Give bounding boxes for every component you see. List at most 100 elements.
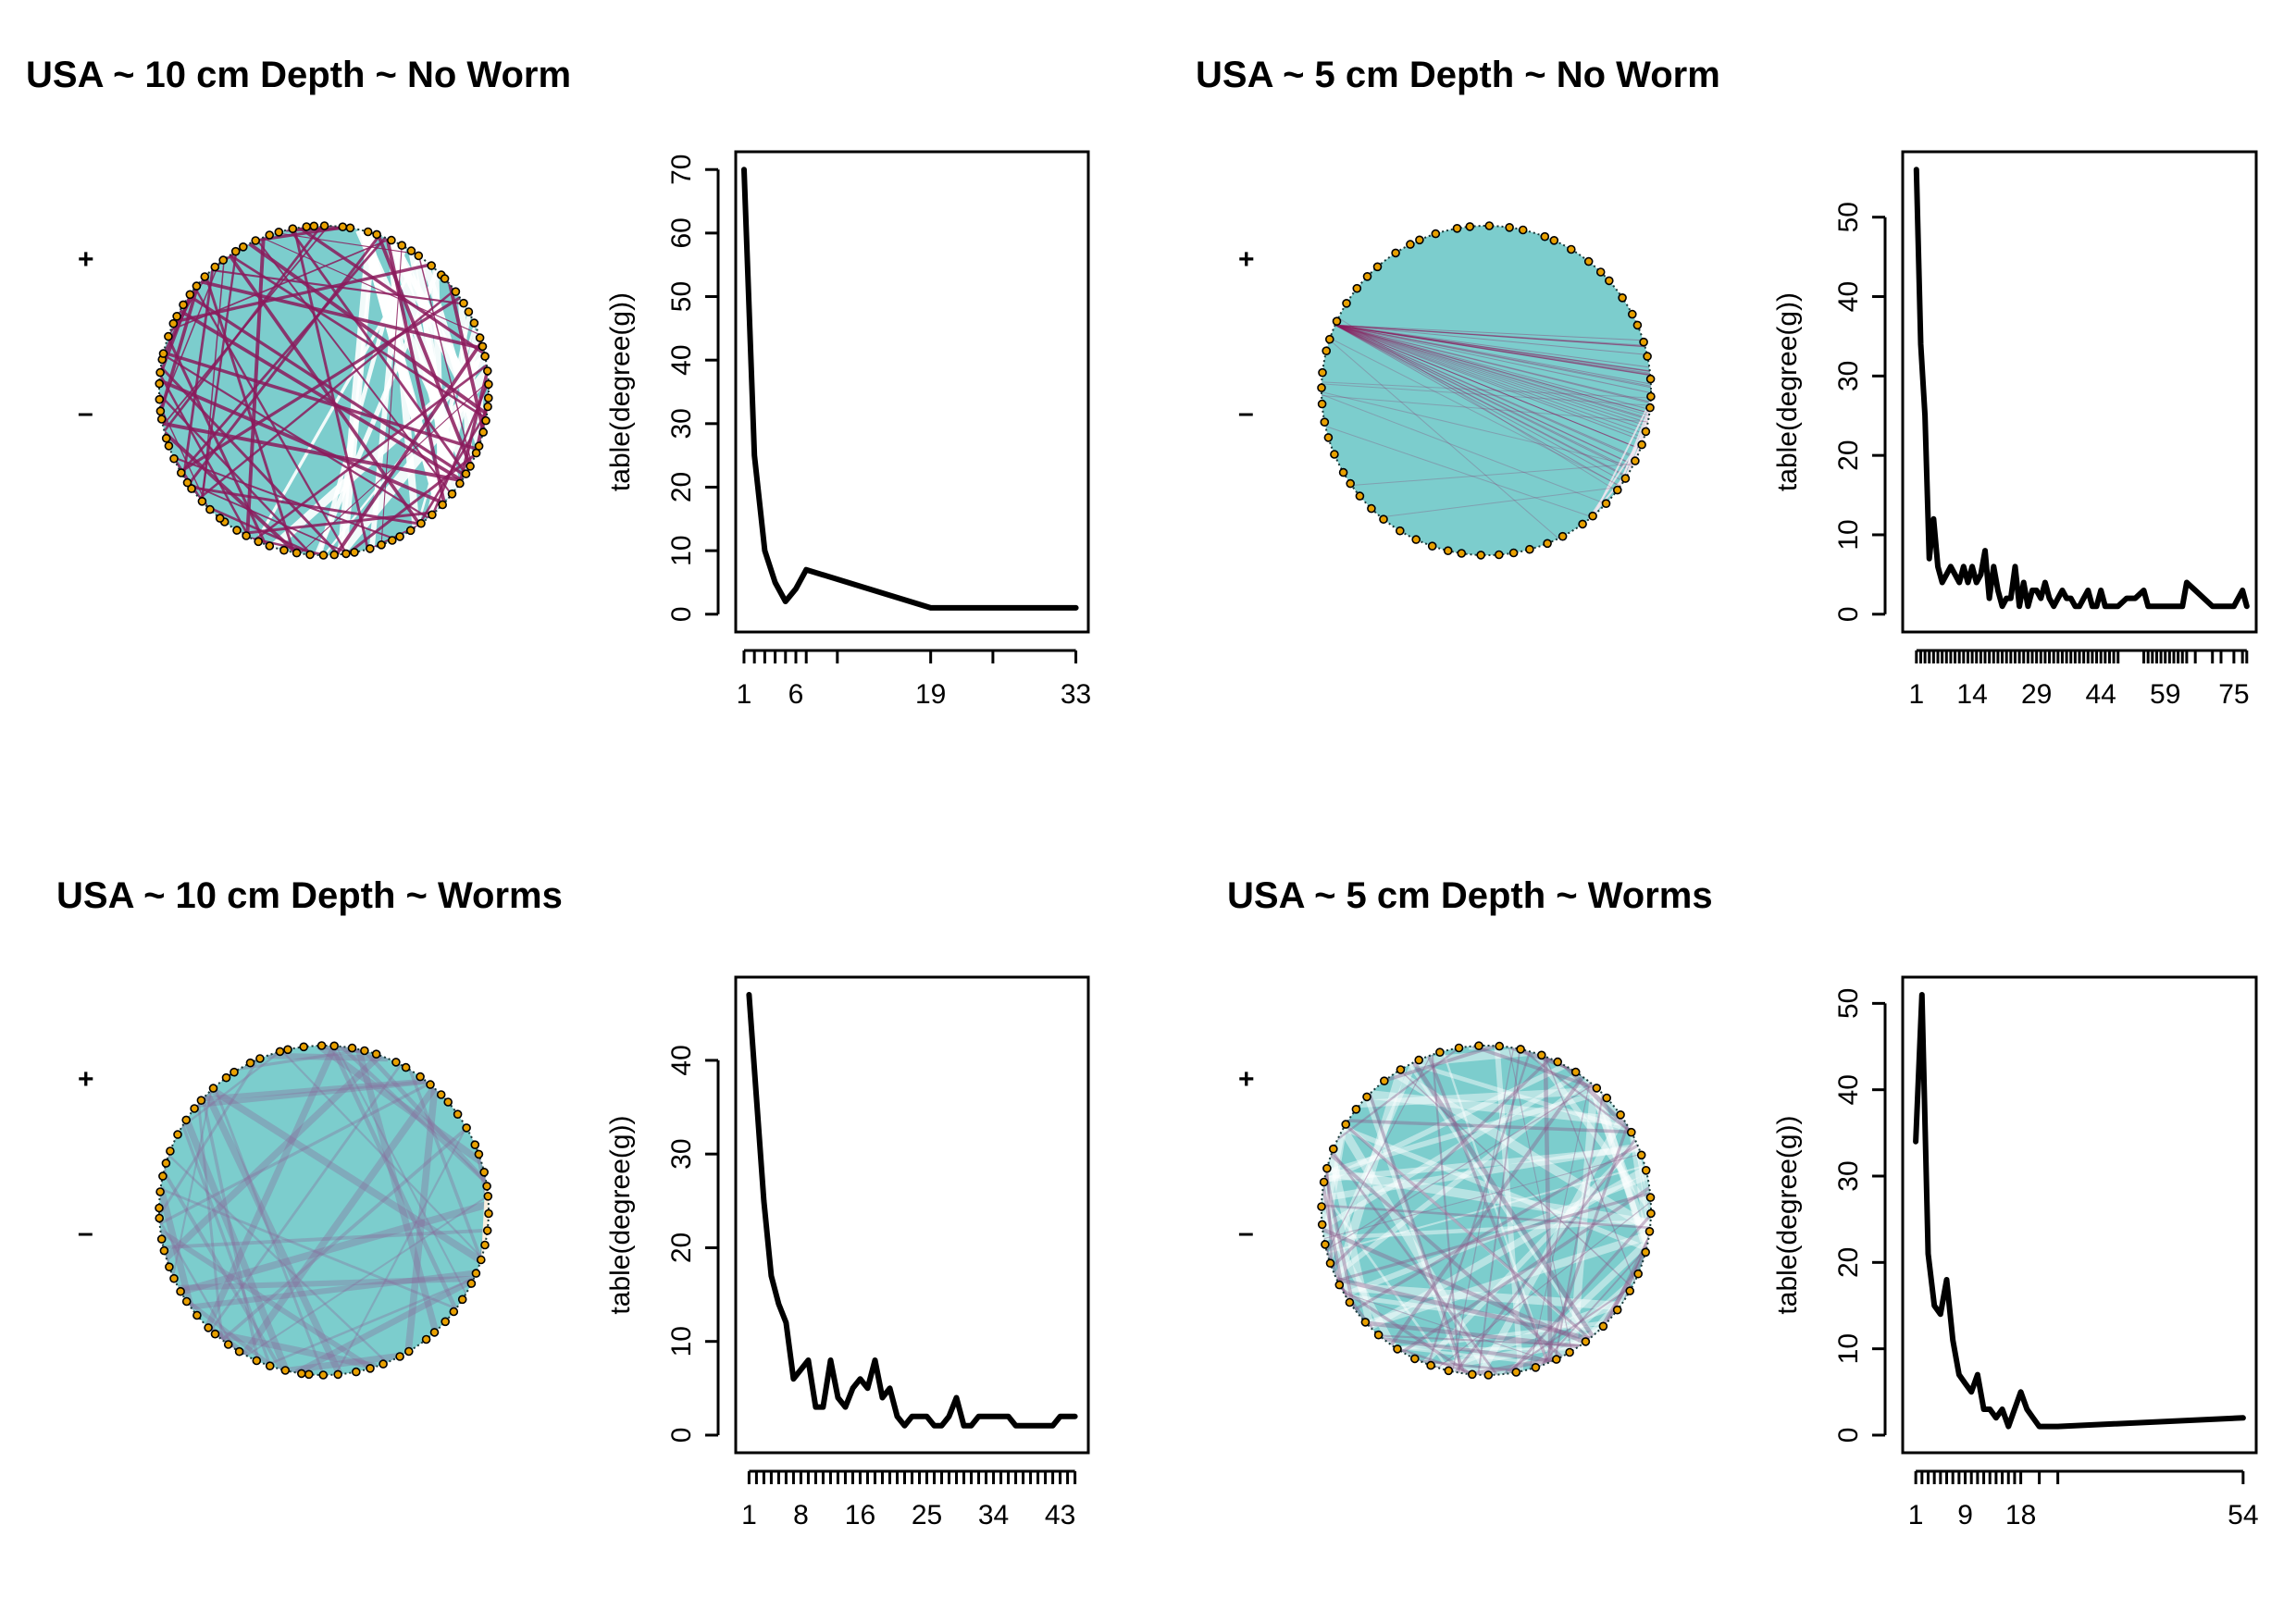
y-tick-label: 50 [666,281,697,312]
network-edge [182,268,215,477]
network-node [405,526,416,536]
network-node [319,221,329,230]
network-node [1641,1247,1650,1258]
network-node [480,1240,490,1250]
network-gap [1368,1090,1626,1126]
network-edge [1396,1346,1477,1375]
network-edge [1322,391,1633,467]
network-edge [1330,1153,1563,1358]
network-gap [1345,1294,1600,1332]
network-node [1325,334,1334,344]
network-edge [159,1059,260,1217]
network-node [1644,1227,1655,1236]
network-edge [1540,1246,1648,1367]
network-node [1495,1041,1504,1051]
network-node [1616,1110,1625,1120]
network-edge [417,410,489,527]
network-edge [159,1186,194,1308]
network-node [416,1072,425,1082]
network-node [292,548,302,558]
network-node [1474,1041,1483,1050]
network-edge [221,1126,468,1342]
network-node [304,1369,314,1380]
network-gap [1327,1153,1374,1329]
network-edge [276,232,416,254]
network-node [397,241,407,251]
network-gap [1569,1085,1598,1351]
network-edge [163,1228,488,1250]
network-gap [1413,1047,1531,1067]
network-node [469,318,479,328]
network-node [1567,244,1576,254]
network-node [1641,427,1651,437]
negative-sign-label: – [1238,398,1254,428]
network-gap [1408,1063,1591,1340]
network-gap [1345,1122,1590,1341]
network-node [1495,550,1504,560]
network-edge [1437,1201,1651,1369]
network-node [1465,222,1475,231]
network-edge [1543,1124,1630,1366]
network-edge [1325,1167,1334,1269]
network-edge [1471,1046,1598,1090]
network-node [155,1203,164,1213]
network-gap [1494,1046,1524,1372]
network-node [1511,1368,1521,1377]
degree-distribution-plot: 0 10 20 30 40 table(degree(g)) 1 8 16 25 34 43 [605,975,1090,1530]
network-node [1362,1092,1371,1102]
network-edge [1323,1172,1356,1308]
network-graph [155,221,493,560]
network-edge [206,505,316,555]
y-axis-label: table(degree(g)) [1772,292,1803,491]
network-node [1338,467,1348,477]
network-node [478,427,489,437]
network-node [1588,511,1597,521]
network-edge [1334,324,1624,482]
network-gap [1322,1063,1567,1184]
network-edge [1365,1320,1580,1349]
network-node [366,1364,375,1373]
degree-frequency-line [1913,992,2246,1430]
network-edge [1334,324,1651,404]
network-edge [162,1171,283,1370]
network-node [155,1213,164,1223]
network-edge [159,1220,236,1349]
network-node [1321,1240,1330,1249]
network-node [302,222,312,231]
network-node [156,415,167,424]
network-edge [159,373,251,539]
network-edge [347,452,478,555]
x-tick-label: 1 [741,1500,757,1530]
network-gap [1333,1078,1590,1278]
network-node [1525,544,1534,554]
network-edge [159,1228,374,1370]
network-node [1342,298,1351,308]
x-tick-label: 14 [1956,679,1987,710]
network-node [1627,1127,1636,1137]
network-node [1317,1202,1326,1211]
network-gap [1322,1143,1639,1202]
network-edge [1334,324,1649,420]
positive-sign-label: + [78,244,94,275]
negative-sign-label: – [78,398,93,428]
network-gap [1477,1115,1626,1375]
network-node [1598,1321,1608,1332]
network-node [421,1334,431,1344]
network-node [1553,1057,1562,1067]
x-tick-label: 1 [737,679,752,710]
network-gap [1630,1134,1651,1200]
negative-sign-label: – [1238,1218,1254,1248]
network-node [403,1346,414,1357]
network-edge [316,1046,484,1165]
network-edge [340,1046,488,1184]
network-edge [187,481,350,554]
network-node [251,236,261,245]
network-edge [1334,324,1641,450]
network-node [1646,391,1656,402]
network-edge [159,378,445,505]
network-edge [1351,463,1634,487]
network-edge [404,1087,439,1353]
network-node [1645,1193,1656,1202]
network-edge [329,1046,458,1310]
y-tick-label: 50 [1833,988,1864,1019]
